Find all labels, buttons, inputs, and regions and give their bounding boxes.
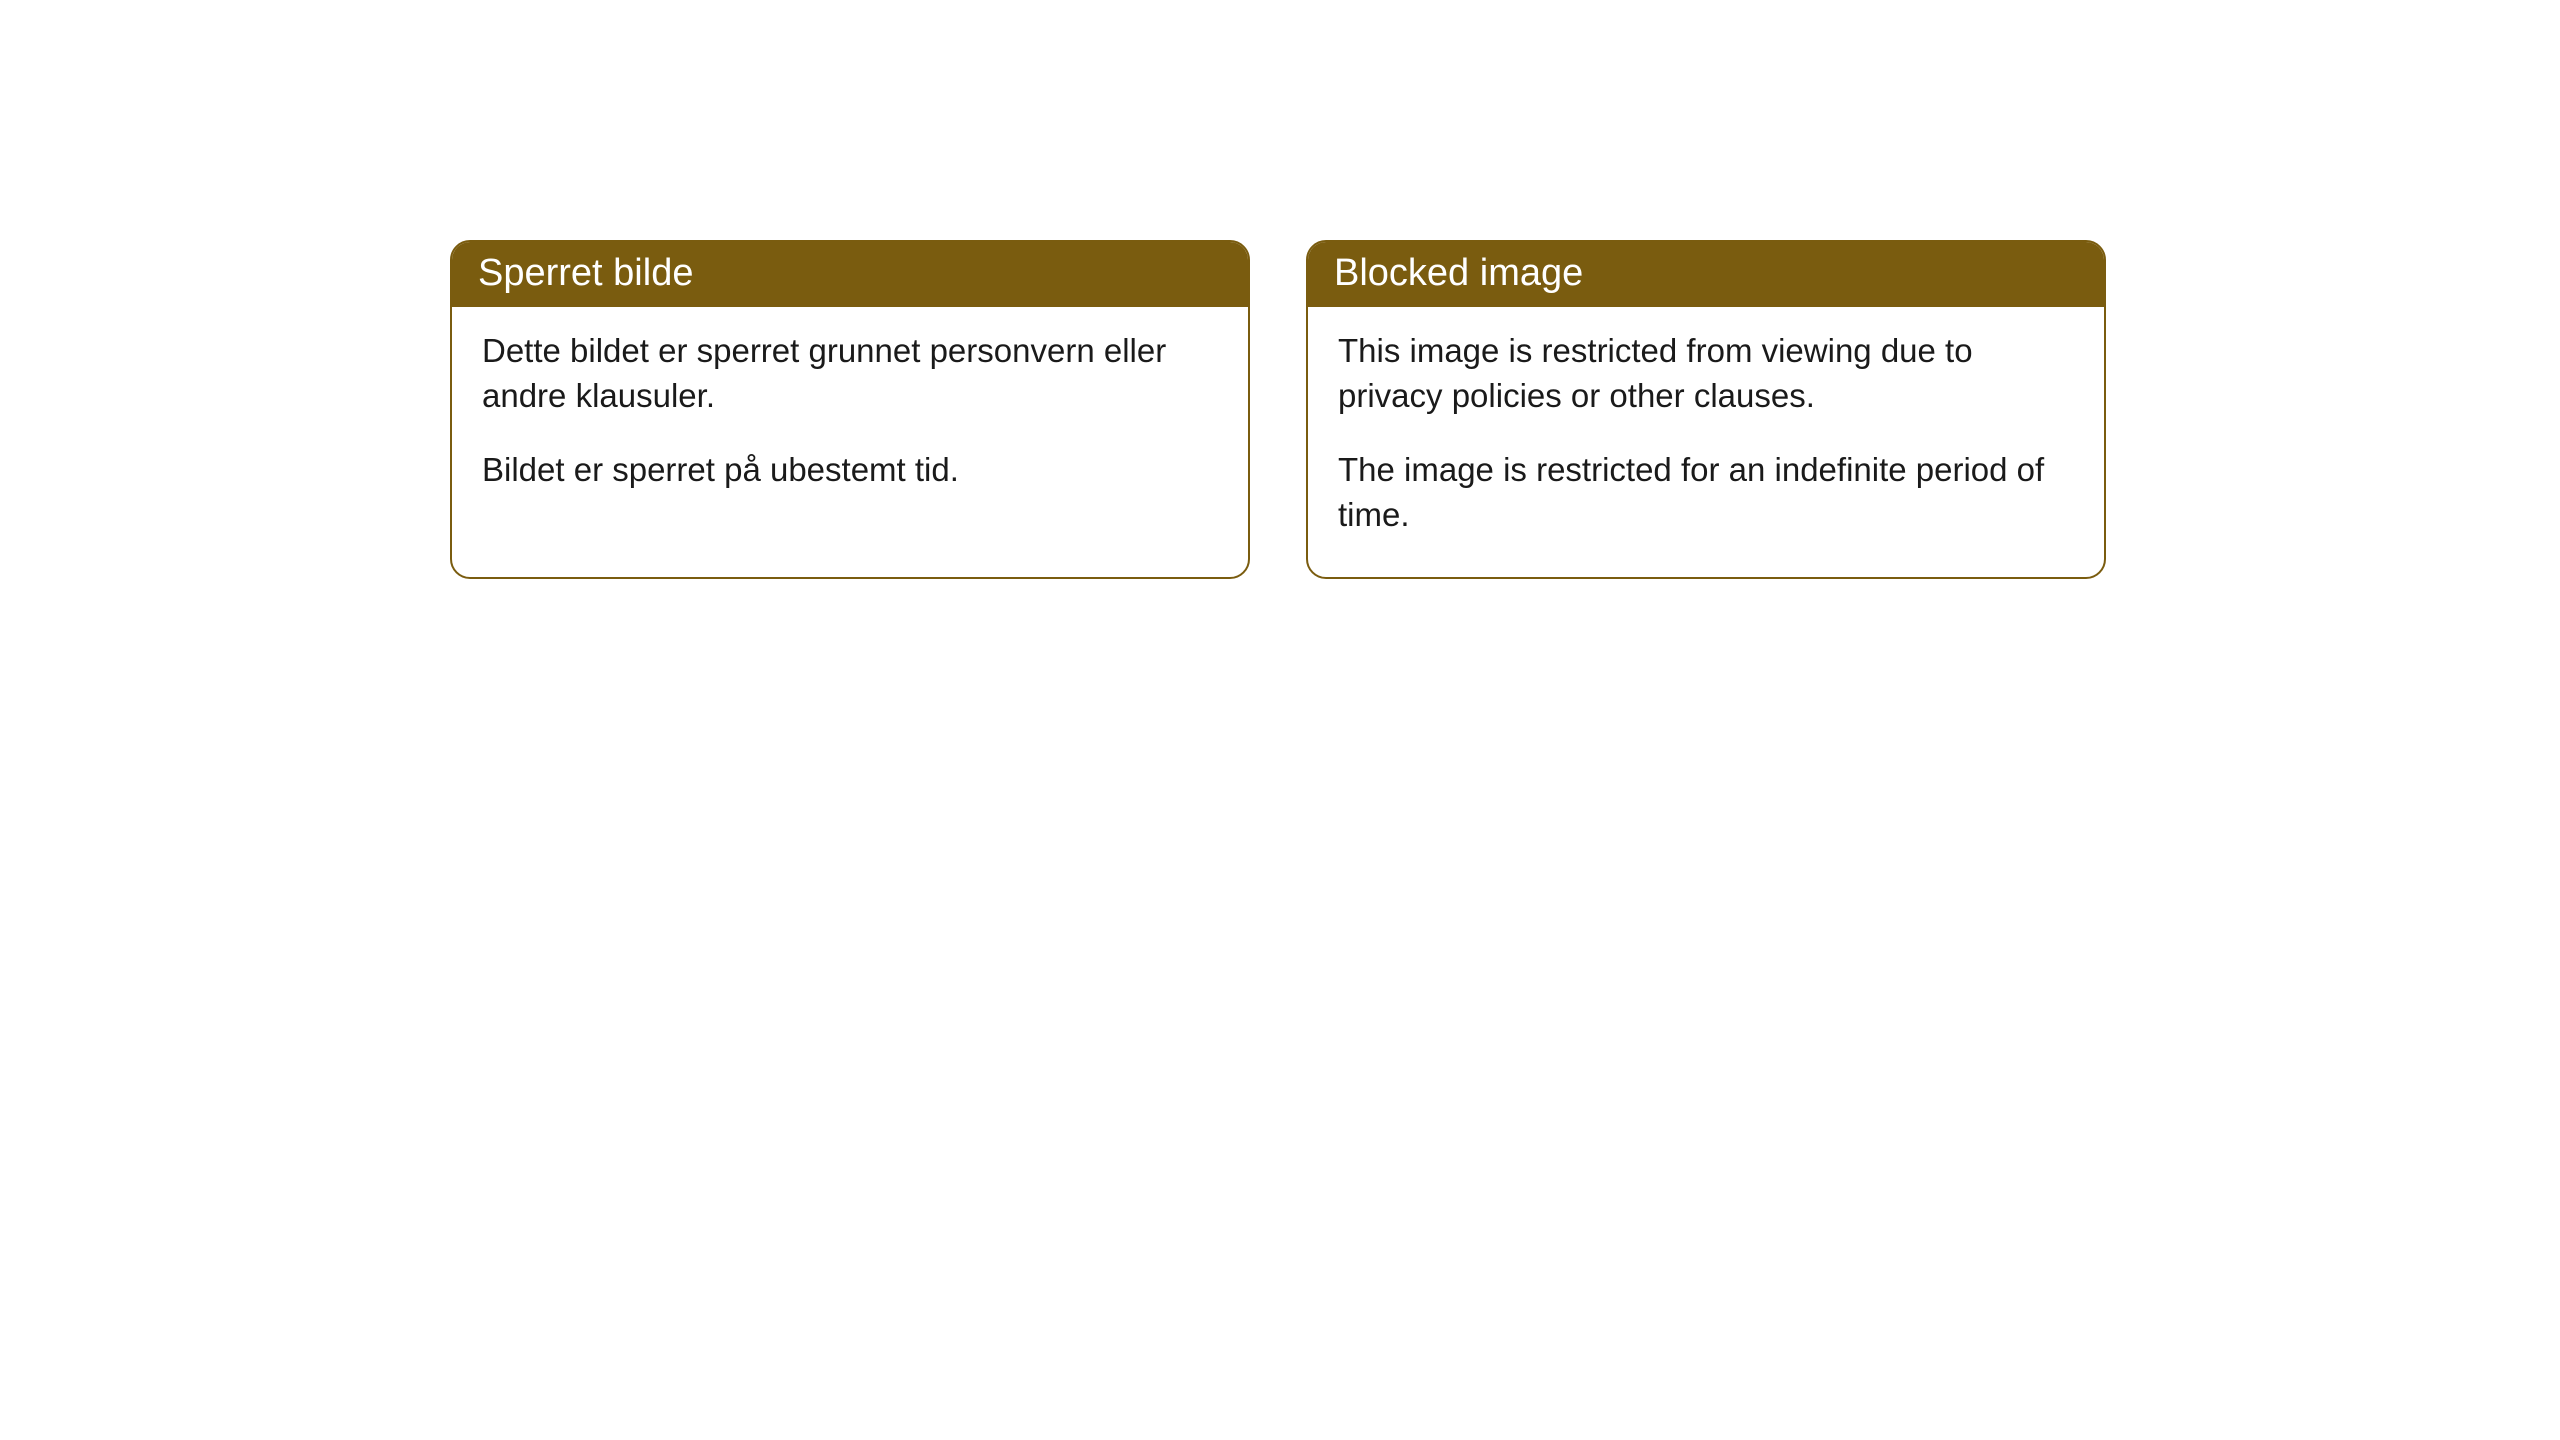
card-body: This image is restricted from viewing du… bbox=[1308, 307, 2104, 577]
card-title: Blocked image bbox=[1334, 252, 1583, 294]
card-body: Dette bildet er sperret grunnet personve… bbox=[452, 307, 1248, 533]
notice-card-norwegian: Sperret bilde Dette bildet er sperret gr… bbox=[450, 240, 1250, 579]
card-paragraph: Dette bildet er sperret grunnet personve… bbox=[482, 329, 1212, 418]
card-header: Blocked image bbox=[1308, 242, 2104, 307]
notice-cards-container: Sperret bilde Dette bildet er sperret gr… bbox=[450, 240, 2106, 579]
card-paragraph: Bildet er sperret på ubestemt tid. bbox=[482, 448, 1212, 493]
card-header: Sperret bilde bbox=[452, 242, 1248, 307]
notice-card-english: Blocked image This image is restricted f… bbox=[1306, 240, 2106, 579]
card-title: Sperret bilde bbox=[478, 252, 693, 294]
card-paragraph: The image is restricted for an indefinit… bbox=[1338, 448, 2068, 537]
card-paragraph: This image is restricted from viewing du… bbox=[1338, 329, 2068, 418]
